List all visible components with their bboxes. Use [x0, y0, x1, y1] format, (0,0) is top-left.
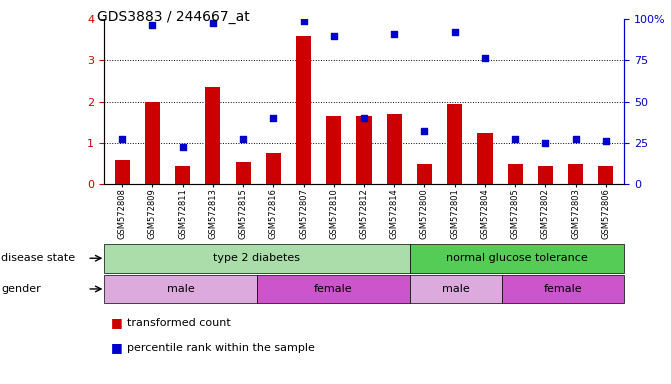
Point [238, 136, 248, 142]
Bar [568, 164, 583, 184]
Bar [175, 166, 190, 184]
Bar [205, 87, 220, 184]
Point [117, 136, 127, 142]
Bar [447, 104, 462, 184]
Text: normal glucose tolerance: normal glucose tolerance [446, 253, 588, 263]
Point [450, 28, 460, 35]
Bar [115, 160, 130, 184]
Point [480, 55, 491, 61]
Bar [508, 164, 523, 184]
Bar [266, 153, 281, 184]
Text: transformed count: transformed count [127, 318, 231, 328]
Text: ■: ■ [111, 316, 123, 329]
Point [540, 140, 551, 146]
Point [358, 115, 369, 121]
Point [601, 138, 611, 144]
Text: female: female [314, 284, 353, 294]
Bar [417, 164, 432, 184]
Text: male: male [442, 284, 470, 294]
Point [298, 18, 309, 24]
Text: percentile rank within the sample: percentile rank within the sample [127, 343, 315, 353]
Bar [599, 166, 613, 184]
Point [268, 115, 278, 121]
Text: disease state: disease state [1, 253, 75, 263]
Text: type 2 diabetes: type 2 diabetes [213, 253, 301, 263]
Point [328, 33, 339, 39]
Point [389, 31, 400, 37]
Point [207, 20, 218, 26]
Point [177, 144, 188, 150]
Text: ■: ■ [111, 341, 123, 354]
Bar [386, 114, 402, 184]
Text: GDS3883 / 244667_at: GDS3883 / 244667_at [97, 10, 250, 23]
Bar [538, 166, 553, 184]
Bar [145, 102, 160, 184]
Point [147, 22, 158, 28]
Bar [236, 162, 251, 184]
Text: male: male [166, 284, 195, 294]
Point [419, 127, 430, 134]
Bar [326, 116, 342, 184]
Text: female: female [544, 284, 582, 294]
Bar [296, 36, 311, 184]
Bar [356, 116, 372, 184]
Point [570, 136, 581, 142]
Text: gender: gender [1, 284, 41, 294]
Point [510, 136, 521, 142]
Bar [477, 133, 493, 184]
